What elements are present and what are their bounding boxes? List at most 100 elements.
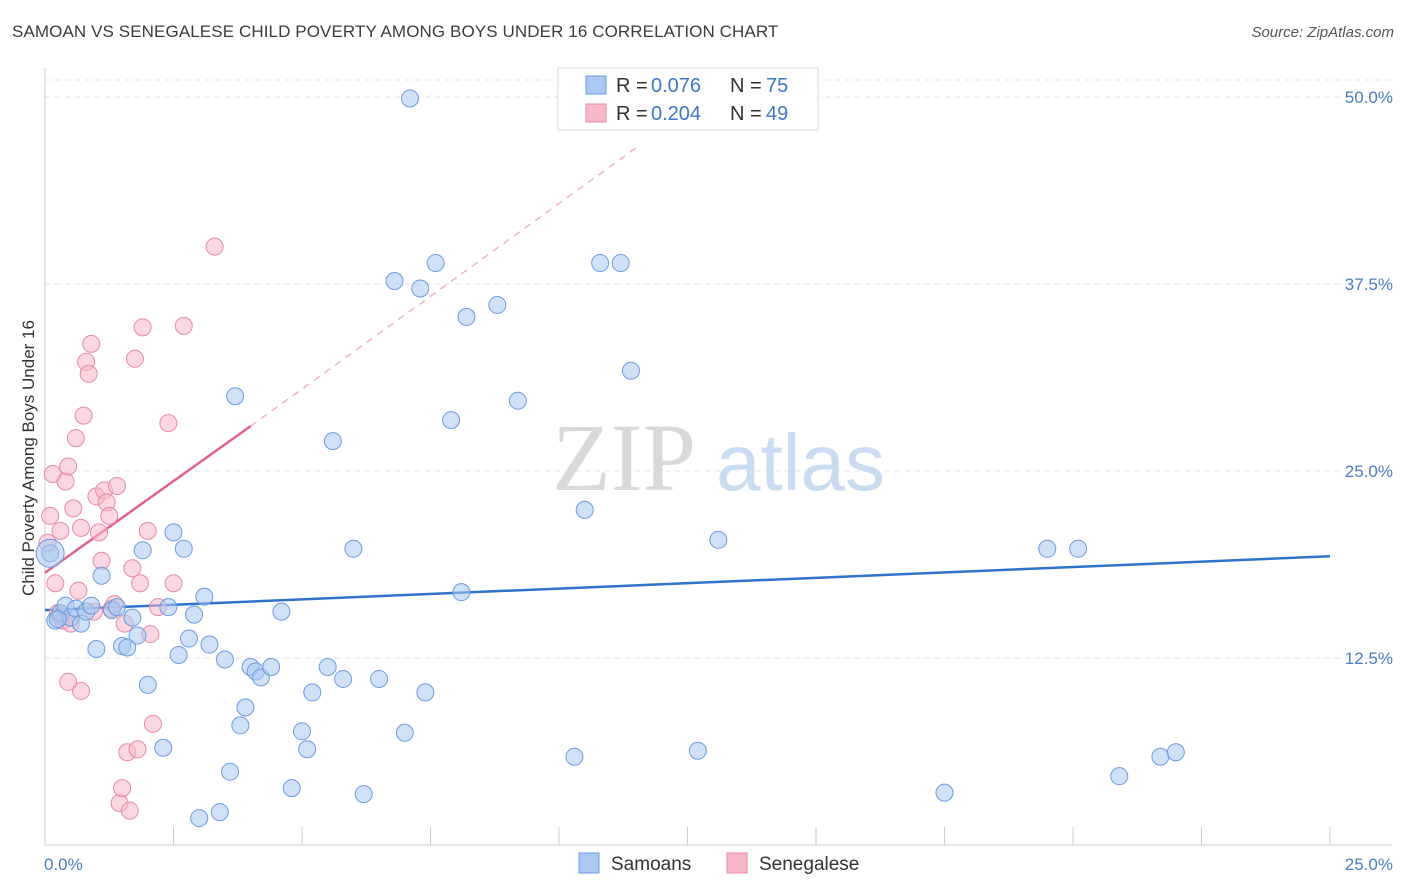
point-samoans-44 bbox=[318, 657, 337, 676]
point-senegalese-11 bbox=[66, 429, 85, 448]
chart-title: SAMOAN VS SENEGALESE CHILD POVERTY AMONG… bbox=[12, 22, 779, 41]
point-samoans-38 bbox=[262, 657, 281, 676]
point-senegalese-25 bbox=[100, 506, 119, 525]
trend-line-senegalese-extension bbox=[250, 147, 637, 427]
y-tick-label-3: 50.0% bbox=[1345, 88, 1393, 107]
point-senegalese-1 bbox=[41, 506, 60, 525]
point-senegalese-34 bbox=[123, 559, 142, 578]
point-senegalese-10 bbox=[64, 499, 83, 518]
point-samoans-39 bbox=[272, 602, 291, 621]
point-senegalese-13 bbox=[71, 518, 90, 537]
point-samoans-31 bbox=[221, 762, 240, 781]
point-samoans-57 bbox=[457, 307, 476, 326]
axes bbox=[44, 68, 1392, 846]
data-points bbox=[35, 89, 1185, 828]
point-samoans-52 bbox=[411, 279, 430, 298]
point-senegalese-44 bbox=[164, 574, 183, 593]
point-samoans-69 bbox=[1038, 539, 1057, 558]
point-samoans-14 bbox=[118, 638, 137, 657]
point-samoans-33 bbox=[231, 716, 250, 735]
point-samoans-67 bbox=[709, 530, 728, 549]
point-samoans-25 bbox=[185, 605, 204, 624]
point-senegalese-3 bbox=[46, 574, 65, 593]
point-samoans-51 bbox=[395, 723, 414, 742]
point-samoans-68 bbox=[935, 783, 954, 802]
point-senegalese-15 bbox=[74, 406, 93, 425]
bottom-legend-label-samoans: Samoans bbox=[611, 854, 691, 875]
point-senegalese-43 bbox=[159, 414, 178, 433]
point-samoans-72 bbox=[1151, 747, 1170, 766]
legend-n-label-senegalese: N = bbox=[730, 103, 762, 125]
grid-lines bbox=[45, 79, 1392, 659]
point-samoans-24 bbox=[179, 629, 198, 648]
point-samoans-48 bbox=[354, 785, 373, 804]
point-samoans-28 bbox=[200, 635, 219, 654]
point-samoans-18 bbox=[138, 675, 157, 694]
point-samoans-15 bbox=[123, 608, 142, 627]
legend-r-label-senegalese: R = bbox=[616, 103, 648, 125]
point-samoans-large bbox=[35, 538, 65, 568]
point-samoans-50 bbox=[385, 272, 404, 291]
point-samoans-70 bbox=[1069, 539, 1088, 558]
point-samoans-10 bbox=[92, 566, 111, 585]
point-samoans-26 bbox=[190, 809, 209, 828]
point-samoans-64 bbox=[611, 254, 630, 273]
legend-r-label-samoans: R = bbox=[616, 75, 648, 97]
point-senegalese-37 bbox=[131, 574, 150, 593]
point-samoans-12 bbox=[107, 598, 126, 617]
point-samoans-73 bbox=[1166, 743, 1185, 762]
point-senegalese-33 bbox=[120, 801, 139, 820]
bottom-legend-label-senegalese: Senegalese bbox=[759, 854, 859, 875]
point-senegalese-41 bbox=[143, 714, 162, 733]
point-samoans-61 bbox=[565, 747, 584, 766]
point-senegalese-36 bbox=[128, 740, 147, 759]
point-samoans-56 bbox=[452, 583, 471, 602]
point-samoans-66 bbox=[688, 741, 707, 760]
watermark: ZIP atlas bbox=[552, 404, 885, 511]
point-samoans-22 bbox=[169, 646, 188, 665]
trend-line-samoans bbox=[44, 555, 1331, 612]
point-samoans-65 bbox=[621, 361, 640, 380]
watermark-atlas: atlas bbox=[716, 418, 885, 507]
point-samoans-46 bbox=[334, 669, 353, 688]
bottom-legend-swatch-senegalese bbox=[726, 852, 748, 874]
trend-line-senegalese bbox=[44, 425, 252, 574]
point-samoans-45 bbox=[323, 432, 342, 451]
point-samoans-30 bbox=[215, 650, 234, 669]
point-senegalese-12 bbox=[69, 581, 88, 600]
point-samoans-19 bbox=[154, 738, 173, 757]
y-tick-labels: 12.5% 25.0% 37.5% 50.0% bbox=[1345, 88, 1393, 668]
point-senegalese-45 bbox=[174, 316, 193, 335]
point-samoans-49 bbox=[370, 669, 389, 688]
point-samoans-42 bbox=[298, 740, 317, 759]
y-tick-label-2: 37.5% bbox=[1345, 275, 1393, 294]
point-senegalese-47 bbox=[59, 672, 78, 691]
legend-swatch-samoans bbox=[585, 75, 607, 95]
legend-n-label-samoans: N = bbox=[730, 75, 762, 97]
trend-lines bbox=[44, 147, 1331, 612]
point-samoans-62 bbox=[575, 500, 594, 519]
point-senegalese-28 bbox=[107, 476, 126, 495]
point-samoans-43 bbox=[303, 683, 322, 702]
point-senegalese-30 bbox=[113, 779, 132, 798]
point-samoans-47 bbox=[344, 539, 363, 558]
y-axis-label: Child Poverty Among Boys Under 16 bbox=[19, 320, 38, 596]
y-tick-label-0: 12.5% bbox=[1345, 649, 1393, 668]
point-samoans-23 bbox=[174, 539, 193, 558]
point-samoans-60 bbox=[400, 89, 419, 108]
point-samoans-34 bbox=[236, 698, 255, 717]
point-senegalese-35 bbox=[125, 349, 144, 368]
point-samoans-21 bbox=[164, 523, 183, 542]
point-senegalese-8 bbox=[59, 457, 78, 476]
point-senegalese-5 bbox=[51, 521, 70, 540]
x-tick-label-1: 25.0% bbox=[1345, 855, 1393, 874]
point-senegalese-18 bbox=[82, 334, 101, 353]
point-samoans-29 bbox=[210, 803, 229, 822]
x-tick-label-0: 0.0% bbox=[44, 855, 83, 874]
point-senegalese-14 bbox=[71, 681, 90, 700]
point-samoans-17 bbox=[133, 541, 152, 560]
point-samoans-59 bbox=[508, 391, 527, 410]
legend-n-value-senegalese: 49 bbox=[766, 103, 788, 125]
bottom-legend: Samoans Senegalese bbox=[578, 852, 859, 875]
point-samoans-40 bbox=[282, 779, 301, 798]
